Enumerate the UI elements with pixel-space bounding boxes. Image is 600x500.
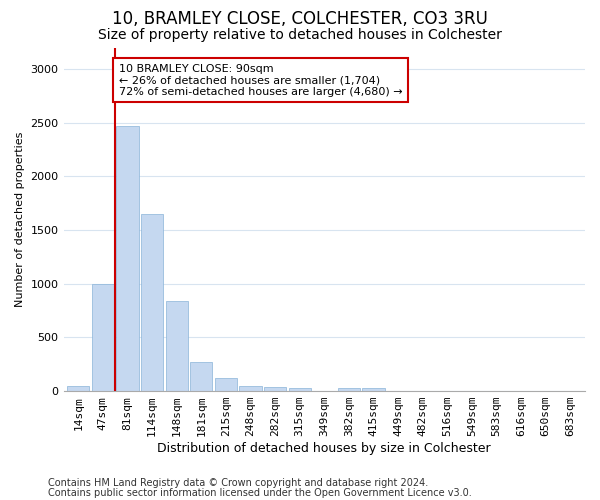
Text: Contains public sector information licensed under the Open Government Licence v3: Contains public sector information licen… <box>48 488 472 498</box>
Text: Size of property relative to detached houses in Colchester: Size of property relative to detached ho… <box>98 28 502 42</box>
Bar <box>362 388 385 391</box>
Text: 10 BRAMLEY CLOSE: 90sqm
← 26% of detached houses are smaller (1,704)
72% of semi: 10 BRAMLEY CLOSE: 90sqm ← 26% of detache… <box>119 64 403 97</box>
Bar <box>141 214 163 391</box>
Bar <box>264 387 286 391</box>
Y-axis label: Number of detached properties: Number of detached properties <box>15 132 25 307</box>
Bar <box>190 362 212 391</box>
Text: Contains HM Land Registry data © Crown copyright and database right 2024.: Contains HM Land Registry data © Crown c… <box>48 478 428 488</box>
X-axis label: Distribution of detached houses by size in Colchester: Distribution of detached houses by size … <box>157 442 491 455</box>
Text: 10, BRAMLEY CLOSE, COLCHESTER, CO3 3RU: 10, BRAMLEY CLOSE, COLCHESTER, CO3 3RU <box>112 10 488 28</box>
Bar <box>116 126 139 391</box>
Bar <box>289 388 311 391</box>
Bar <box>338 388 360 391</box>
Bar <box>67 386 89 391</box>
Bar <box>166 301 188 391</box>
Bar <box>215 378 237 391</box>
Bar <box>239 386 262 391</box>
Bar <box>92 284 114 391</box>
